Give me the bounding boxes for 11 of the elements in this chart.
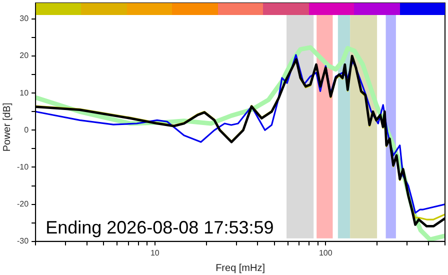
y-axis-title: Power [dB]	[2, 102, 13, 152]
x-axis-title: Freq [mHz]	[216, 262, 266, 274]
x-tick-label: 100	[318, 248, 333, 258]
y-tick-label: 30	[20, 14, 30, 24]
annotation: Ending 2026-08-08 17:53:59	[46, 217, 274, 238]
y-tick-label: -20	[17, 200, 30, 209]
y-tick-label: 10	[20, 88, 30, 98]
y-tick-label: -10	[17, 162, 30, 172]
y-tick-label: 0	[24, 125, 30, 134]
y-tick-label: -30	[17, 236, 30, 246]
y-tick-label: 20	[20, 51, 30, 60]
